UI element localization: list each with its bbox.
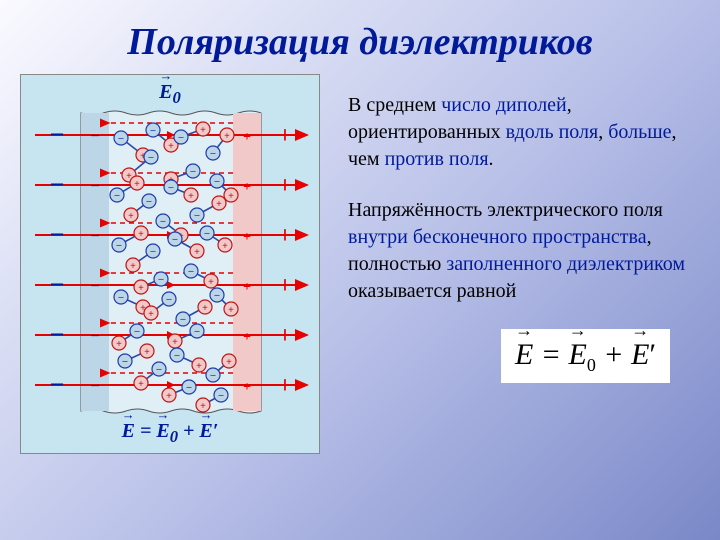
svg-text:+: + <box>128 211 134 222</box>
svg-text:+: + <box>202 303 208 314</box>
vector-E0: E <box>159 81 172 104</box>
svg-text:+: + <box>116 339 122 350</box>
svg-text:+: + <box>200 125 206 136</box>
svg-text:−: − <box>168 182 174 194</box>
svg-text:−: − <box>158 274 164 286</box>
svg-text:−: − <box>174 350 180 362</box>
svg-text:−: − <box>90 278 99 295</box>
svg-text:−: − <box>90 378 99 395</box>
svg-text:−: − <box>172 234 178 246</box>
svg-text:+: + <box>166 391 172 402</box>
svg-text:−: − <box>188 266 194 278</box>
svg-text:+: + <box>172 337 178 348</box>
svg-text:+: + <box>228 305 234 316</box>
vector-E0b: E <box>156 420 169 443</box>
svg-text:+: + <box>243 130 251 145</box>
svg-text:+: + <box>243 280 251 295</box>
vector-Ep: E <box>199 420 212 443</box>
svg-text:+: + <box>243 330 251 345</box>
svg-text:+: + <box>148 309 154 320</box>
polarization-diagram: E0 −+−+−+−+−+−+−+−+−+−+−+−+−+−+−+−+−+−+−… <box>20 74 320 454</box>
diagram-svg: −+−+−+−+−+−+−+−+−+−+−+−+−+−+−+−+−+−+−+−+… <box>21 75 321 455</box>
svg-text:−: − <box>118 292 124 304</box>
svg-text:+: + <box>226 357 232 368</box>
svg-text:−: − <box>90 328 99 345</box>
svg-text:−: − <box>160 216 166 228</box>
svg-text:−: − <box>118 133 124 145</box>
svg-text:+: + <box>138 379 144 390</box>
svg-text:−: − <box>50 320 65 349</box>
svg-text:−: − <box>190 166 196 178</box>
svg-text:−: − <box>50 170 65 199</box>
page-title: Поляризация диэлектриков <box>0 0 720 64</box>
svg-text:−: − <box>122 356 128 368</box>
svg-text:−: − <box>204 228 210 240</box>
svg-text:−: − <box>116 240 122 252</box>
paragraph-2: Напряжённость электрического поля внутри… <box>348 197 690 305</box>
svg-text:−: − <box>210 148 216 160</box>
svg-text:+: + <box>222 241 228 252</box>
svg-text:−: − <box>90 178 99 195</box>
svg-text:−: − <box>214 176 220 188</box>
svg-text:+: + <box>224 131 230 142</box>
svg-text:−: − <box>134 326 140 338</box>
svg-text:−: − <box>114 190 120 202</box>
main-formula: E = E0 + E′ <box>501 329 670 383</box>
svg-text:−: − <box>50 370 65 399</box>
svg-text:+: + <box>243 180 251 195</box>
svg-text:−: − <box>210 370 216 382</box>
svg-text:+: + <box>278 123 292 149</box>
svg-text:+: + <box>216 199 222 210</box>
svg-text:+: + <box>243 230 251 245</box>
svg-text:+: + <box>196 361 202 372</box>
svg-text:+: + <box>134 179 140 190</box>
svg-text:+: + <box>208 277 214 288</box>
svg-text:−: − <box>50 220 65 249</box>
svg-text:+: + <box>278 273 292 299</box>
svg-text:−: − <box>150 246 156 258</box>
svg-text:−: − <box>150 125 156 137</box>
svg-text:−: − <box>218 390 224 402</box>
content-row: E0 −+−+−+−+−+−+−+−+−+−+−+−+−+−+−+−+−+−+−… <box>0 74 720 454</box>
text-column: В среднем число диполей, ориентированных… <box>320 74 720 454</box>
svg-text:−: − <box>194 210 200 222</box>
svg-text:+: + <box>278 323 292 349</box>
svg-text:+: + <box>138 229 144 240</box>
svg-text:−: − <box>148 152 154 164</box>
svg-text:+: + <box>144 347 150 358</box>
diagram-bottom-formula: E = E0 + E′ <box>21 420 319 447</box>
vector-Ep-main: E <box>631 335 649 376</box>
svg-text:−: − <box>146 196 152 208</box>
svg-text:+: + <box>243 380 251 395</box>
svg-text:−: − <box>90 128 99 145</box>
vector-E: E <box>122 420 135 443</box>
svg-text:+: + <box>168 141 174 152</box>
svg-text:−: − <box>156 364 162 376</box>
svg-text:+: + <box>278 373 292 399</box>
svg-text:+: + <box>130 261 136 272</box>
svg-text:−: − <box>180 314 186 326</box>
svg-text:−: − <box>50 270 65 299</box>
svg-text:+: + <box>138 283 144 294</box>
svg-text:+: + <box>194 247 200 258</box>
svg-text:−: − <box>166 294 172 306</box>
svg-text:+: + <box>278 173 292 199</box>
svg-text:+: + <box>228 191 234 202</box>
diagram-top-label: E0 <box>21 81 319 108</box>
paragraph-1: В среднем число диполей, ориентированных… <box>348 92 690 173</box>
svg-text:+: + <box>278 223 292 249</box>
svg-text:−: − <box>186 382 192 394</box>
main-formula-wrap: E = E0 + E′ <box>348 329 690 383</box>
svg-text:−: − <box>194 326 200 338</box>
svg-text:+: + <box>188 191 194 202</box>
vector-E0-main: E <box>569 335 587 376</box>
vector-E-main: E <box>515 335 533 376</box>
svg-text:−: − <box>50 120 65 149</box>
svg-text:−: − <box>90 228 99 245</box>
svg-text:−: − <box>214 290 220 302</box>
svg-text:−: − <box>178 132 184 144</box>
